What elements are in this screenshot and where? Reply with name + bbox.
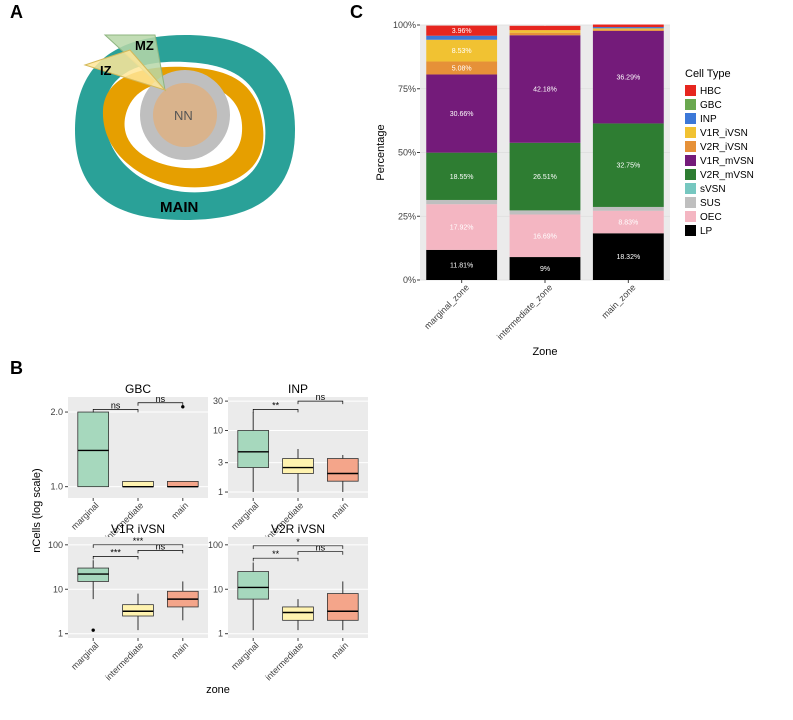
- svg-text:50%: 50%: [398, 148, 416, 158]
- svg-text:Percentage: Percentage: [375, 124, 387, 180]
- svg-text:10: 10: [53, 584, 63, 594]
- svg-text:75%: 75%: [398, 84, 416, 94]
- svg-text:GBC: GBC: [700, 100, 722, 111]
- svg-text:36.29%: 36.29%: [616, 75, 640, 82]
- svg-text:intermediate: intermediate: [103, 640, 145, 682]
- svg-text:8.83%: 8.83%: [618, 220, 638, 227]
- svg-text:SUS: SUS: [700, 198, 721, 209]
- svg-text:main_zone: main_zone: [600, 282, 638, 320]
- svg-text:marginal: marginal: [69, 640, 100, 671]
- svg-text:ns: ns: [156, 541, 166, 551]
- svg-text:30.66%: 30.66%: [450, 111, 474, 118]
- svg-text:INP: INP: [288, 382, 308, 396]
- svg-text:11.81%: 11.81%: [450, 262, 473, 269]
- svg-text:2.0: 2.0: [50, 407, 63, 417]
- svg-text:0%: 0%: [403, 275, 416, 285]
- svg-text:V1R_mVSN: V1R_mVSN: [700, 156, 754, 167]
- svg-text:ns: ns: [156, 394, 166, 404]
- panel-a-diagram: MZ IZ NN MAIN: [50, 20, 310, 230]
- svg-text:5.08%: 5.08%: [452, 65, 472, 72]
- svg-text:30: 30: [213, 396, 223, 406]
- svg-text:3: 3: [218, 458, 223, 468]
- svg-text:10: 10: [213, 425, 223, 435]
- svg-text:25%: 25%: [398, 211, 416, 221]
- svg-text:ns: ns: [316, 392, 326, 402]
- svg-text:1: 1: [218, 629, 223, 639]
- svg-text:ns: ns: [111, 400, 121, 410]
- svg-text:MZ: MZ: [135, 38, 154, 53]
- svg-text:42.18%: 42.18%: [533, 87, 557, 94]
- boxplots-svg: GBC1.02.0nsnsmarginalintermediatemainINP…: [30, 375, 370, 710]
- svg-text:100%: 100%: [393, 20, 416, 30]
- svg-text:Cell Type: Cell Type: [685, 68, 731, 80]
- svg-text:main: main: [329, 640, 350, 661]
- svg-text:100: 100: [48, 540, 63, 550]
- svg-text:Zone: Zone: [532, 346, 557, 358]
- panel-c-chart: 0% 25% 50% 75% 100% 11.81% 17.92% 18.55% 30.66% 5…: [370, 10, 790, 370]
- svg-text:V2R_mVSN: V2R_mVSN: [700, 170, 754, 181]
- svg-text:17.92%: 17.92%: [450, 225, 474, 232]
- panel-c-label: C: [350, 2, 363, 23]
- svg-text:***: ***: [133, 536, 144, 546]
- svg-text:NN: NN: [174, 108, 193, 123]
- svg-text:26.51%: 26.51%: [533, 174, 557, 181]
- svg-text:intermediate: intermediate: [263, 640, 305, 682]
- svg-text:marginal: marginal: [69, 500, 100, 531]
- svg-text:100: 100: [208, 540, 223, 550]
- svg-text:ns: ns: [316, 543, 326, 553]
- svg-text:OEC: OEC: [700, 212, 722, 223]
- svg-text:1: 1: [218, 487, 223, 497]
- svg-text:V2R_iVSN: V2R_iVSN: [700, 142, 748, 153]
- svg-text:*: *: [296, 537, 300, 547]
- panel-a-label: A: [10, 2, 23, 23]
- svg-text:18.55%: 18.55%: [450, 174, 474, 181]
- svg-text:marginal: marginal: [229, 640, 260, 671]
- panel-b-boxplots: GBC1.02.0nsnsmarginalintermediatemainINP…: [30, 375, 370, 710]
- svg-text:marginal: marginal: [229, 500, 260, 531]
- svg-text:9%: 9%: [540, 266, 550, 273]
- svg-text:main: main: [169, 640, 190, 661]
- svg-text:HBC: HBC: [700, 86, 721, 97]
- svg-text:***: ***: [110, 547, 121, 557]
- svg-text:V1R iVSN: V1R iVSN: [111, 522, 165, 536]
- svg-text:IZ: IZ: [100, 63, 112, 78]
- svg-text:zone: zone: [206, 684, 230, 696]
- svg-text:nCells (log scale): nCells (log scale): [31, 468, 43, 552]
- svg-text:LP: LP: [700, 226, 713, 237]
- svg-text:32.75%: 32.75%: [616, 163, 640, 170]
- svg-text:GBC: GBC: [125, 382, 151, 396]
- svg-text:1: 1: [58, 629, 63, 639]
- svg-text:3.96%: 3.96%: [452, 28, 472, 35]
- svg-text:16.69%: 16.69%: [533, 233, 557, 240]
- panel-b-label: B: [10, 358, 23, 379]
- svg-text:V1R_iVSN: V1R_iVSN: [700, 128, 748, 139]
- svg-text:10: 10: [213, 584, 223, 594]
- svg-text:MAIN: MAIN: [160, 199, 198, 216]
- svg-text:intermediate_zone: intermediate_zone: [495, 282, 554, 341]
- svg-text:main: main: [329, 500, 350, 521]
- svg-text:INP: INP: [700, 114, 717, 125]
- svg-text:8.53%: 8.53%: [452, 48, 472, 55]
- svg-text:sVSN: sVSN: [700, 184, 726, 195]
- svg-text:**: **: [272, 549, 280, 559]
- svg-text:V2R iVSN: V2R iVSN: [271, 522, 325, 536]
- svg-text:1.0: 1.0: [50, 482, 63, 492]
- svg-text:18.32%: 18.32%: [616, 254, 640, 261]
- svg-text:**: **: [272, 400, 280, 410]
- svg-text:marginal_zone: marginal_zone: [422, 282, 471, 331]
- svg-text:main: main: [169, 500, 190, 521]
